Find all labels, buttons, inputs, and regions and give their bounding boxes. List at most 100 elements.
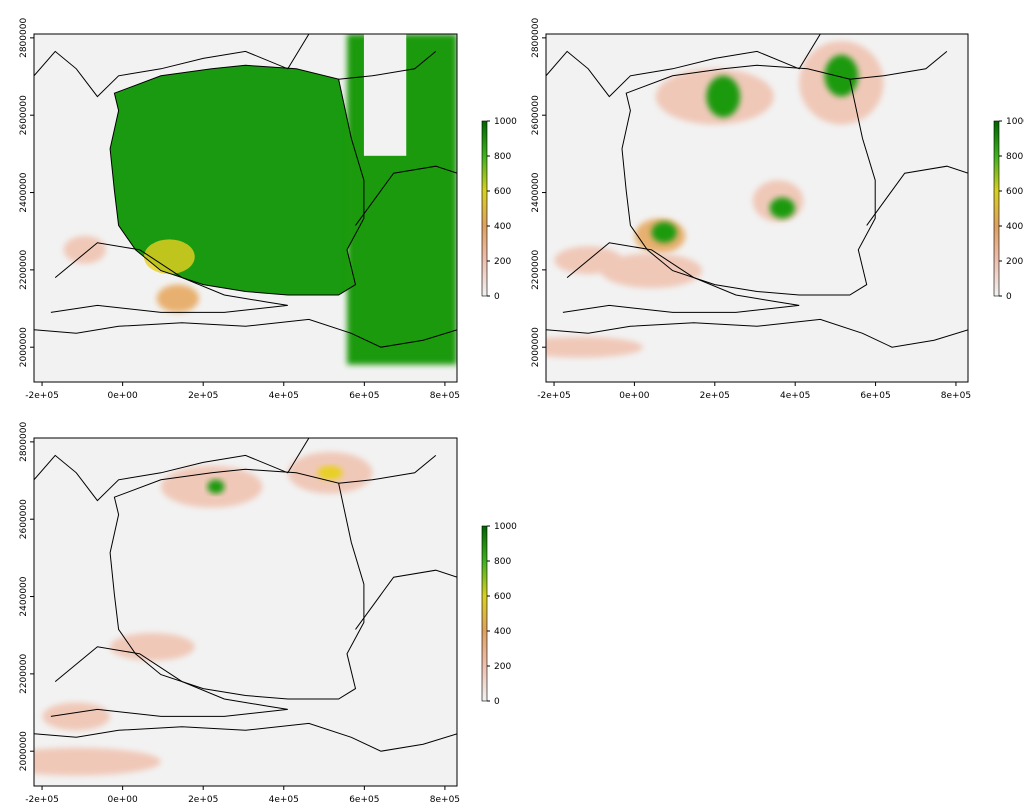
border-czechia: [562, 242, 800, 313]
x-tick-label: 0e+00: [107, 795, 138, 805]
y-tick-label: 2600000: [19, 95, 29, 135]
plot-frame: [33, 33, 458, 383]
y-tick-label: 2400000: [19, 576, 29, 616]
colorbar-tick-label: 400: [1006, 222, 1023, 232]
raster-patch: [651, 221, 677, 243]
y-tick-label: 2800000: [531, 18, 541, 58]
border-north-east: [338, 51, 437, 80]
x-tick-label: 6e+05: [860, 391, 890, 401]
y-tick-label: 2200000: [19, 654, 29, 694]
x-tick-label: -2e+05: [537, 391, 571, 401]
x-tick-label: -2e+05: [25, 795, 59, 805]
raster-patch: [317, 465, 343, 480]
y-tick-label: 2200000: [19, 250, 29, 290]
colorbar-tick-label: 600: [1006, 187, 1023, 197]
raster-mid-patch: [143, 239, 195, 275]
y-tick-label: 2400000: [531, 172, 541, 212]
y-tick-label: 2000000: [19, 731, 29, 771]
x-tick-label: -2e+05: [25, 391, 59, 401]
x-tick-label: 0e+00: [107, 391, 138, 401]
country-borders: [34, 34, 457, 348]
colorbar-legend: 0 200 400 600 800 1000: [993, 117, 1024, 302]
colorbar-tick-label: 0: [494, 292, 500, 302]
colorbar: [993, 120, 1000, 297]
border-south: [546, 318, 968, 348]
y-tick-label: 2600000: [19, 499, 29, 539]
x-tick-label: 8e+05: [941, 391, 971, 401]
colorbar-tick-label: 800: [494, 152, 511, 162]
x-tick-label: 2e+05: [700, 391, 730, 401]
plot-frame: [33, 437, 458, 787]
raster-low-region: [363, 34, 407, 156]
raster-patch: [706, 75, 741, 118]
colorbar-tick-label: 200: [1006, 257, 1023, 267]
x-tick-label: 2e+05: [188, 795, 218, 805]
y-tick-label: 2400000: [19, 172, 29, 212]
x-tick-label: 0e+00: [619, 391, 650, 401]
raster-low-patch: [63, 235, 106, 264]
x-tick-label: 4e+05: [269, 795, 299, 805]
raster-patch: [769, 197, 795, 219]
coastline: [546, 34, 821, 98]
raster-layer: [34, 451, 373, 776]
colorbar-tick-label: 1000: [1006, 117, 1024, 127]
border-north-east: [338, 455, 437, 484]
border-poland: [109, 64, 365, 296]
panel-3: -2e+05 0e+00 2e+05 4e+05 6e+05 8e+05 2000000 22…: [19, 422, 517, 805]
raster-patch: [824, 54, 859, 97]
x-tick-label: 6e+05: [349, 795, 379, 805]
colorbar-legend: 0 200 400 600 800 1000: [481, 522, 517, 707]
x-tick-label: 8e+05: [430, 795, 460, 805]
y-tick-label: 2600000: [531, 95, 541, 135]
panel-1: -2e+05 0e+00 2e+05 4e+05 6e+05 8e+05 2000000 22…: [19, 18, 517, 401]
x-tick-label: 8e+05: [430, 391, 460, 401]
border-poland: [109, 468, 365, 700]
coastline: [34, 438, 310, 502]
x-tick-label: 6e+05: [349, 391, 379, 401]
raster-patch: [600, 253, 703, 289]
colorbar-tick-label: 400: [494, 222, 511, 232]
border-south: [34, 722, 457, 752]
x-tick-label: 4e+05: [780, 391, 810, 401]
y-tick-label: 2800000: [19, 422, 29, 462]
colorbar-legend: 0 200 400 600 800 1000: [481, 117, 517, 302]
colorbar-tick-label: 800: [1006, 152, 1023, 162]
colorbar-tick-label: 0: [1006, 292, 1012, 302]
border-east: [355, 569, 457, 630]
colorbar-tick-label: 600: [494, 187, 511, 197]
border-east: [866, 165, 968, 226]
colorbar-tick-label: 1000: [494, 117, 517, 127]
border-north-east: [849, 51, 948, 80]
border-east: [355, 165, 457, 226]
raster-patch: [546, 336, 644, 358]
coastline: [34, 34, 310, 98]
colorbar-tick-label: 0: [494, 697, 500, 707]
y-tick-label: 2200000: [531, 250, 541, 290]
raster-patch: [42, 702, 111, 731]
x-tick-label: 4e+05: [269, 391, 299, 401]
country-borders: [546, 34, 968, 348]
y-tick-label: 2800000: [19, 18, 29, 58]
border-south: [34, 318, 457, 348]
raster-patch: [110, 632, 195, 661]
border-czechia: [50, 646, 288, 717]
raster-high-region: [110, 65, 364, 295]
raster-patch: [207, 479, 225, 494]
colorbar-tick-label: 600: [494, 592, 511, 602]
country-borders: [34, 438, 457, 752]
raster-mid-patch: [156, 284, 199, 313]
border-poland: [621, 64, 876, 296]
colorbar: [481, 120, 488, 297]
y-tick-label: 2000000: [531, 327, 541, 367]
colorbar-tick-label: 200: [494, 257, 511, 267]
x-tick-label: 2e+05: [188, 391, 218, 401]
raster-layer: [63, 34, 457, 365]
colorbar: [481, 525, 488, 702]
raster-patch: [34, 747, 161, 776]
panel-2: -2e+05 0e+00 2e+05 4e+05 6e+05 8e+05 2000000 22…: [531, 18, 1024, 401]
colorbar-tick-label: 400: [494, 627, 511, 637]
colorbar-tick-label: 1000: [494, 522, 517, 532]
y-tick-label: 2000000: [19, 327, 29, 367]
plot-frame: [545, 33, 969, 383]
